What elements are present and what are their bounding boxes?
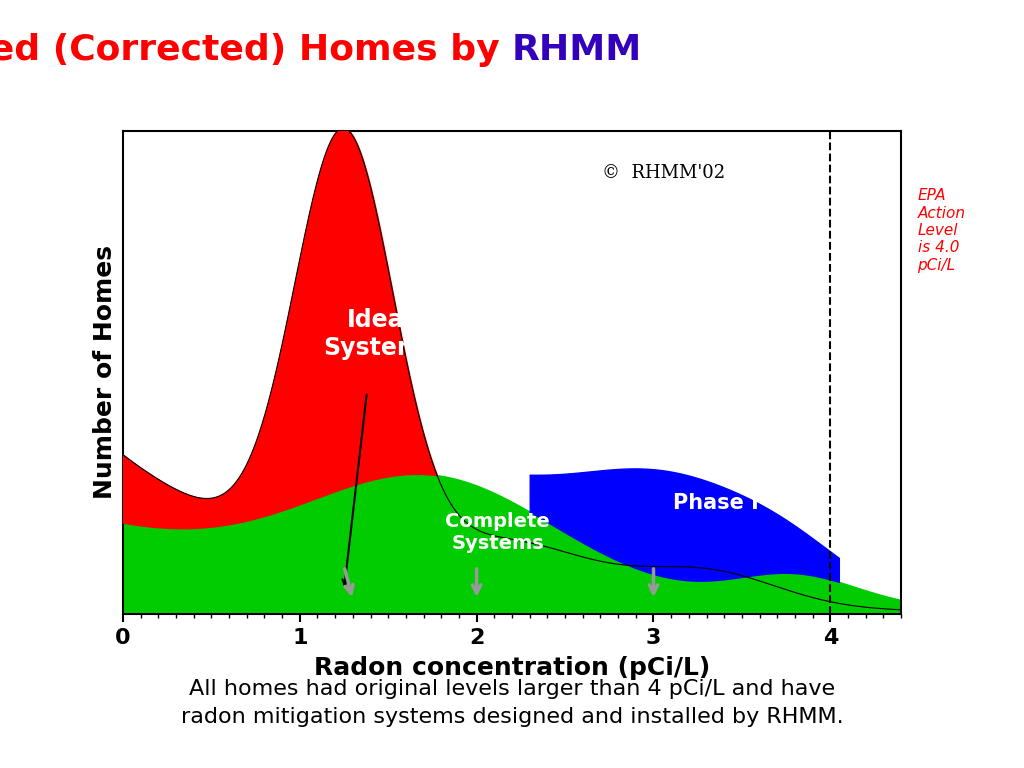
Text: EPA
Action
Level
is 4.0
pCi/L: EPA Action Level is 4.0 pCi/L — [918, 188, 966, 273]
Text: All homes had original levels larger than 4 pCi/L and have
radon mitigation syst: All homes had original levels larger tha… — [180, 679, 844, 727]
Text: RHMM: RHMM — [512, 33, 642, 67]
X-axis label: Radon concentration (pCi/L): Radon concentration (pCi/L) — [314, 656, 710, 680]
Y-axis label: Number of Homes: Number of Homes — [93, 246, 118, 499]
Text: ©  RHMM'02: © RHMM'02 — [602, 164, 725, 183]
Text: Complete
Systems: Complete Systems — [445, 511, 550, 553]
Text: Ideal
Systems: Ideal Systems — [323, 308, 436, 359]
Text: Phase I: Phase I — [673, 493, 759, 513]
Text: Mitigated (Corrected) Homes by: Mitigated (Corrected) Homes by — [0, 33, 512, 67]
